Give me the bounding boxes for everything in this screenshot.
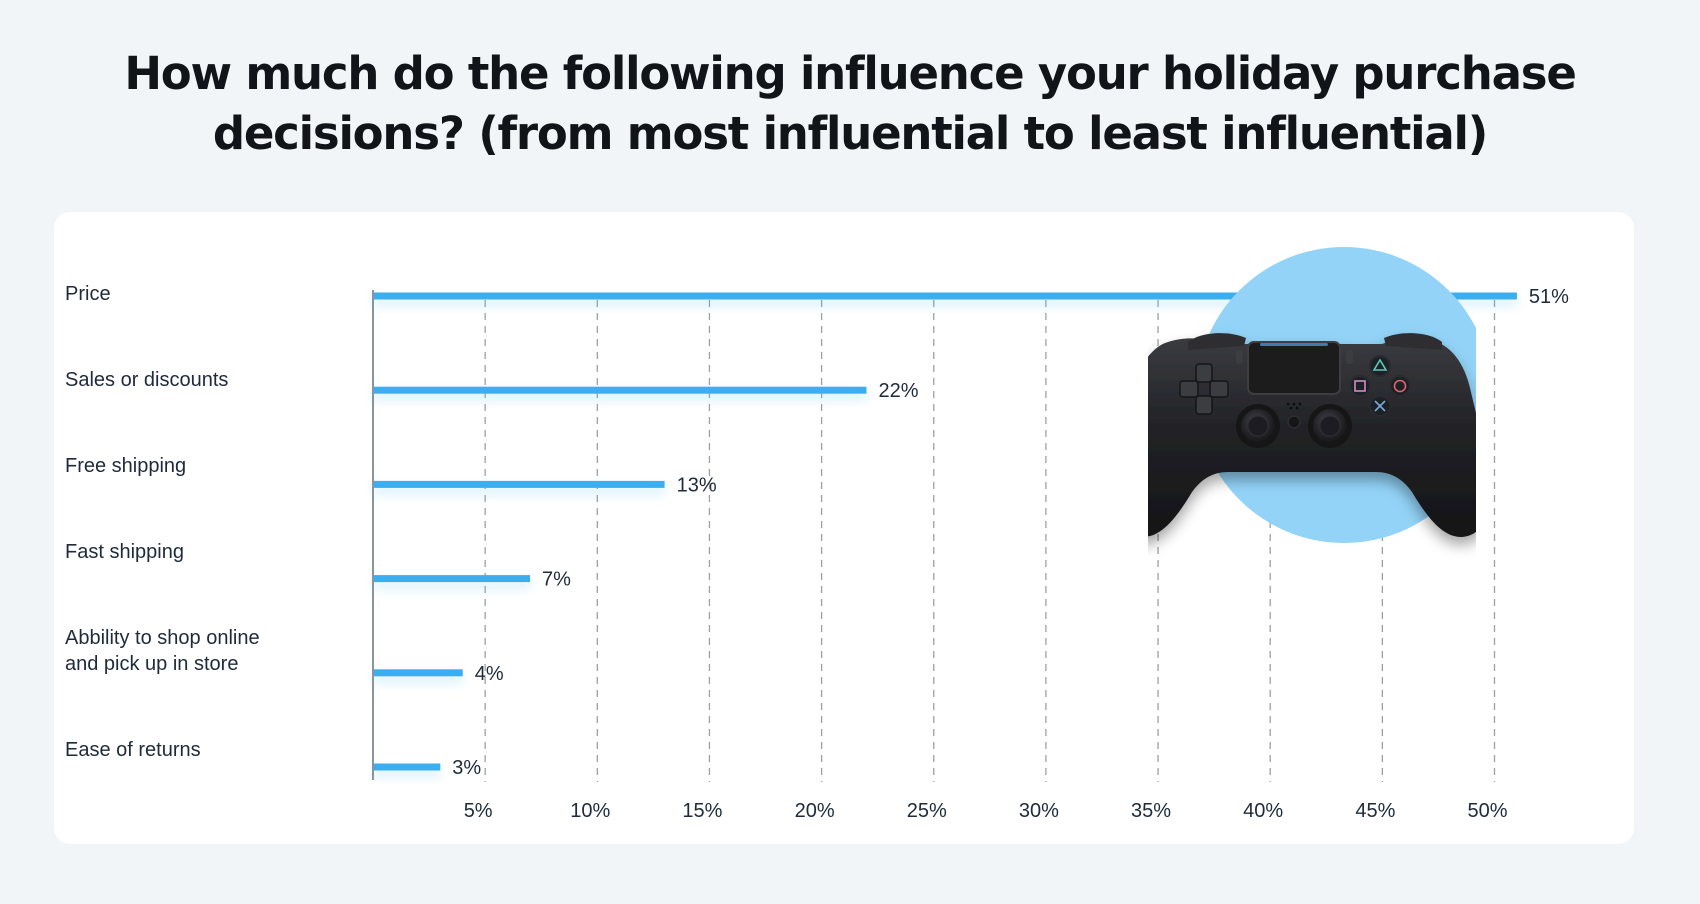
bar [373,763,441,771]
chart-title: How much do the following influence your… [124,47,1576,160]
gamepad-controller-icon [1115,247,1492,543]
x-tick-label: 30% [1019,800,1059,822]
value-label: 3% [452,757,481,779]
bars [373,292,1517,771]
x-tick-label: 45% [1355,800,1395,822]
x-tick-label: 10% [570,800,610,822]
x-tick-label: 20% [795,800,835,822]
category-label-line: Price [65,283,111,305]
category-label: Fast shipping [65,539,325,565]
x-tick-label: 35% [1131,800,1171,822]
category-label: Sales or discounts [65,367,325,393]
value-label: 22% [878,380,918,402]
value-label: 13% [677,474,717,496]
bar [373,575,531,583]
x-tick-label: 50% [1467,800,1507,822]
category-label: Price [65,281,325,307]
category-label: Abbility to shop online and pick up in st… [65,625,325,677]
x-tick-label: 40% [1243,800,1283,822]
bar [373,386,867,394]
value-label: 51% [1529,286,1569,308]
bar [373,669,463,677]
bar [373,292,1517,300]
bar [373,480,665,488]
category-label-line: and pick up in store [65,653,239,675]
gamepad-illustration [1115,246,1492,564]
category-label-line: Sales or discounts [65,369,229,391]
value-label: 7% [542,569,571,591]
x-tick-label: 15% [682,800,722,822]
x-tick-label: 5% [464,800,493,822]
value-label: 4% [475,663,504,685]
category-label: Free shipping [65,453,325,479]
category-label-line: Ease of returns [65,739,201,761]
x-tick-label: 25% [907,800,947,822]
x-tick-labels: 5% 10% 15% 20% 25% 30% 35% 40% 45% 50% [464,800,1508,822]
value-labels: 51% 22% 13% 7% 4% 3% [452,286,1569,779]
category-label: Ease of returns [65,737,325,763]
category-label-line: Free shipping [65,455,187,477]
category-label-line: Fast shipping [65,541,184,563]
category-label-line: Abbility to shop online [65,627,260,649]
